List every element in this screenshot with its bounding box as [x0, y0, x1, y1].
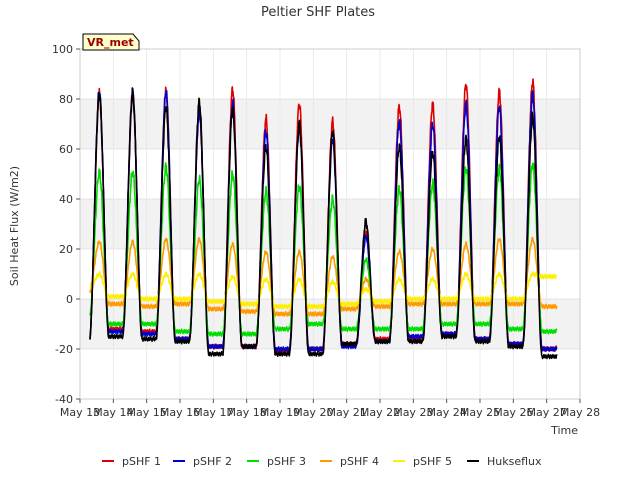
y-tick-label: 80 [59, 93, 73, 106]
x-tick-label: May 17 [193, 406, 233, 419]
y-tick-label: 40 [59, 193, 73, 206]
x-axis-label: Time [550, 424, 578, 437]
band-2 [80, 99, 580, 149]
y-tick-label: 100 [52, 43, 73, 56]
x-tick-label: May 22 [360, 406, 400, 419]
x-tick-label: May 24 [427, 406, 467, 419]
x-tick-label: May 20 [293, 406, 333, 419]
legend-label: pSHF 1 [122, 455, 161, 468]
chart-title: Peltier SHF Plates [261, 5, 375, 20]
y-tick-label: -40 [55, 393, 73, 406]
x-tick-label: May 16 [160, 406, 200, 419]
y-tick-label: 20 [59, 243, 73, 256]
series-line-pshf-4 [89, 236, 558, 318]
station-label-box: VR_met [82, 33, 140, 51]
legend: pSHF 1 pSHF 2 pSHF 3 pSHF 4 pSHF 5 Hukseflux [102, 455, 542, 468]
series-lines [89, 78, 558, 360]
x-tick-label: May 18 [227, 406, 267, 419]
series-line-pshf-3 [89, 162, 558, 337]
x-tick-label: May 26 [493, 406, 533, 419]
x-tick-label: May 21 [327, 406, 367, 419]
legend-label: Hukseflux [487, 455, 542, 468]
x-tick-label: May 23 [393, 406, 433, 419]
y-axis-ticks: -40 -20 0 20 40 60 80 100 [52, 43, 80, 406]
y-tick-label: -20 [55, 343, 73, 356]
legend-label: pSHF 3 [267, 455, 306, 468]
x-tick-label: May 19 [260, 406, 300, 419]
x-tick-label: May 27 [527, 406, 567, 419]
x-tick-label: May 13 [60, 406, 100, 419]
band-0 [80, 299, 580, 349]
y-tick-label: 0 [66, 293, 73, 306]
legend-label: pSHF 5 [413, 455, 452, 468]
series-line-hukseflux [89, 87, 558, 360]
x-tick-label: May 25 [460, 406, 500, 419]
station-label: VR_met [87, 36, 134, 49]
x-tick-label: May 28 [560, 406, 600, 419]
y-tick-label: 60 [59, 143, 73, 156]
x-tick-label: May 15 [127, 406, 167, 419]
legend-label: pSHF 4 [340, 455, 379, 468]
station-label-background [82, 33, 140, 51]
x-tick-label: May 14 [93, 406, 133, 419]
series-line-pshf-5 [89, 271, 558, 310]
plot-area [79, 48, 581, 400]
y-axis-label: Soil Heat Flux (W/m2) [8, 166, 21, 286]
legend-label: pSHF 2 [193, 455, 232, 468]
